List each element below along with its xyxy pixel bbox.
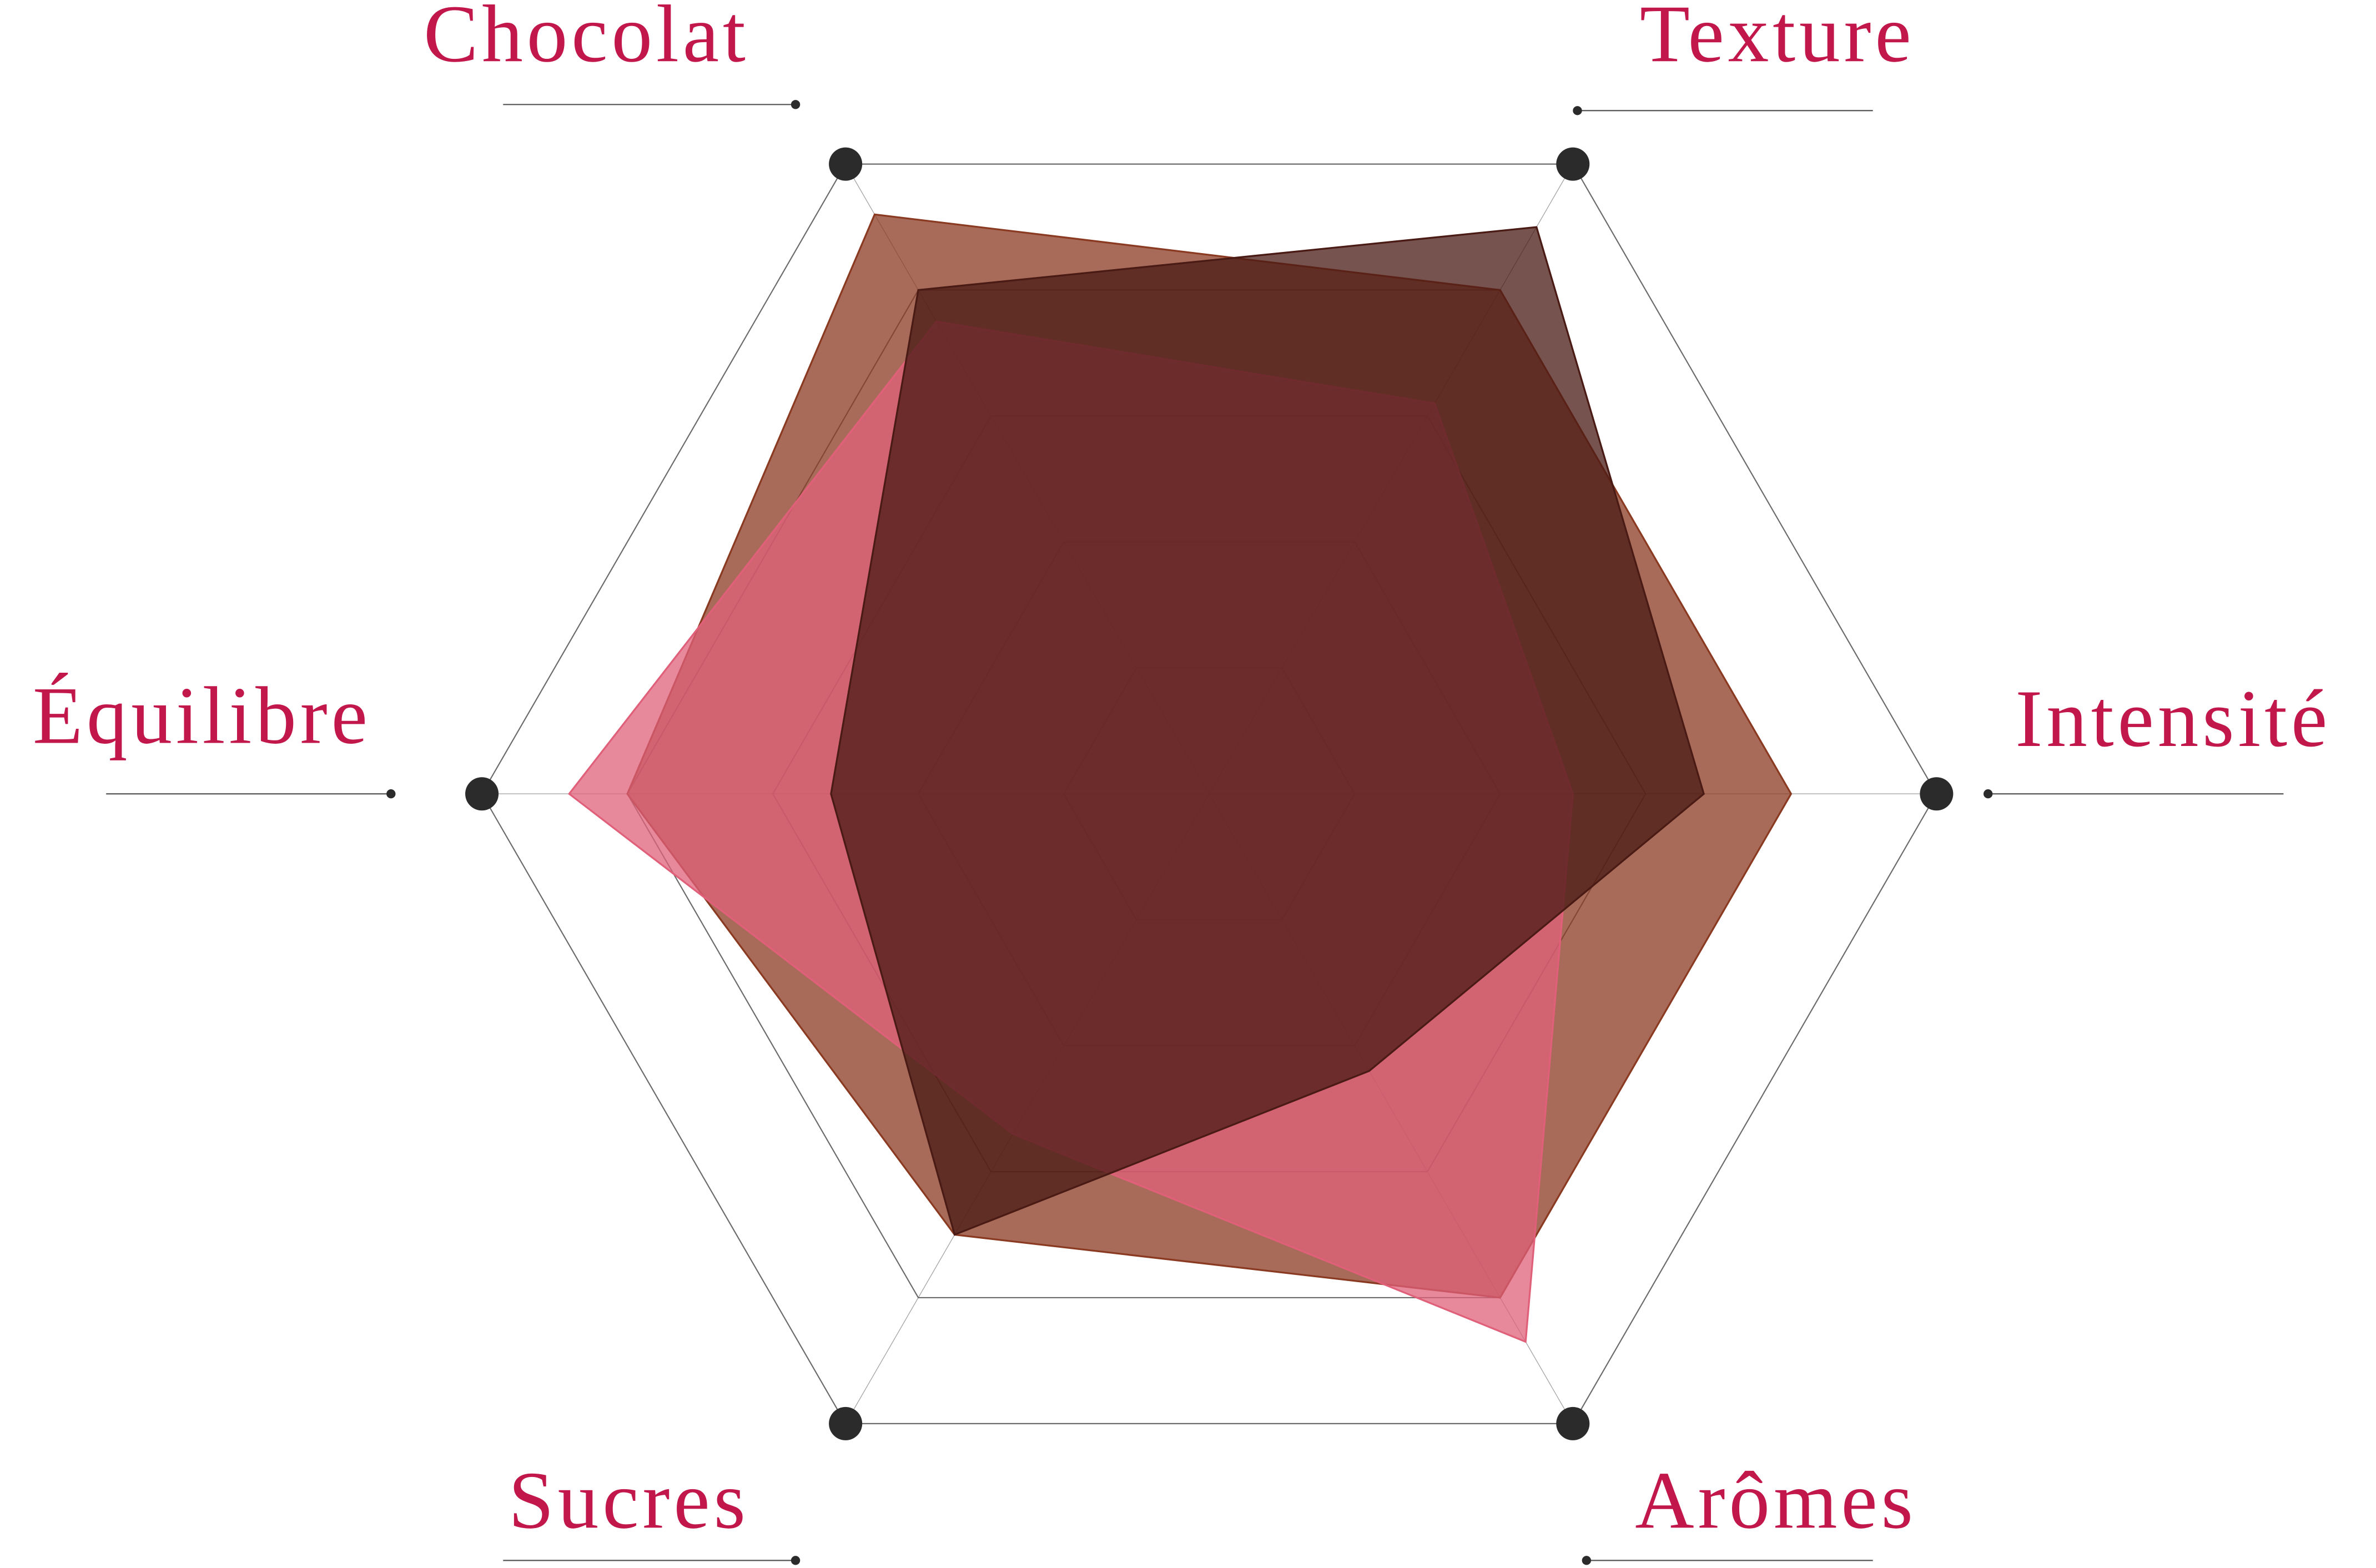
vertex-dot <box>465 777 499 811</box>
axis-label: Arômes <box>1635 1455 1917 1545</box>
axis-label: Texture <box>1640 0 1915 79</box>
decorations: Chocolat Texture Intensité Arômes Sucres Équi… <box>33 0 2331 1565</box>
vertex-dot <box>829 147 863 181</box>
label-dot <box>791 1556 801 1565</box>
label-dot <box>1573 106 1582 115</box>
axis-label: Sucres <box>509 1455 749 1545</box>
vertex-dot <box>1556 1406 1590 1440</box>
axis-label: Intensité <box>2015 673 2331 764</box>
label-dot <box>1582 1556 1592 1565</box>
vertex-dot <box>1556 147 1590 181</box>
label-dot <box>1983 789 1993 799</box>
axis-label: Chocolat <box>424 0 749 79</box>
series-areas <box>567 213 1793 1343</box>
series-area <box>830 226 1705 1236</box>
vertex-dot <box>829 1406 863 1440</box>
label-dot <box>386 789 396 799</box>
axis-label: Équilibre <box>33 670 371 761</box>
label-dot <box>791 100 801 109</box>
vertex-dot <box>1920 777 1954 811</box>
